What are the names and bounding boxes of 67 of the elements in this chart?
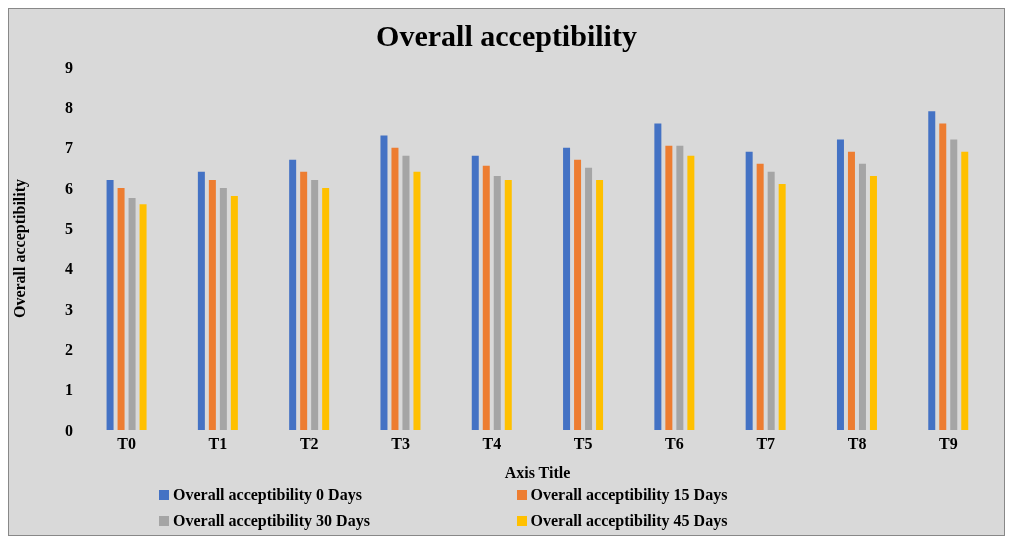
bar [665,145,673,430]
bar [311,179,319,430]
bar [585,167,593,430]
bar [230,196,238,430]
x-tick-label: T9 [939,435,958,453]
y-tick-label: 0 [65,421,73,439]
x-tick-label: T6 [665,435,684,453]
x-tick-label: T4 [482,435,502,453]
y-tick-label: 1 [65,381,73,399]
legend-label: Overall acceptibility 15 Days [530,486,728,504]
x-tick-label: T8 [847,435,867,453]
bar [380,135,388,430]
bar [778,183,786,430]
bar [836,139,844,430]
bar [847,151,855,430]
bar [402,155,410,430]
bar [745,151,753,430]
x-tick-label: T2 [299,435,319,453]
bar [687,155,695,430]
bar [504,179,512,430]
legend-label: Overall acceptibility 45 Days [530,512,728,530]
bar [197,171,205,430]
y-tick-label: 8 [65,99,73,117]
y-tick-label: 5 [65,220,73,238]
y-tick-label: 6 [65,179,73,197]
bar [574,159,582,430]
bar [767,171,775,430]
bar [756,163,764,430]
bar [300,171,308,430]
x-tick-label: T0 [117,435,136,453]
bar [676,145,684,430]
x-axis-title: Axis Title [504,464,571,481]
y-axis-title: Overall acceptibility [10,178,29,319]
bar [950,139,958,430]
y-tick-label: 3 [65,300,73,318]
legend-label: Overall acceptibility 30 Days [173,512,370,530]
bar [219,188,227,430]
bar [139,204,147,430]
bar [391,147,399,430]
bar [117,188,125,430]
x-tick-label: T3 [391,435,410,453]
x-tick-label: T5 [573,435,593,453]
bar [471,155,479,430]
bar [128,198,136,430]
bar [106,179,114,430]
legend-label: Overall acceptibility 0 Days [173,486,362,504]
bar [208,179,216,430]
y-tick-label: 2 [65,341,73,359]
bar [563,147,571,430]
bar [596,179,604,430]
bar [413,171,421,430]
bar [869,175,877,430]
chart-title: Overall acceptibility [375,18,638,54]
bar [482,165,490,430]
x-tick-label: T7 [756,435,776,453]
bar [939,123,947,430]
y-tick-label: 7 [65,139,73,157]
bar [322,188,330,430]
bar [961,151,969,430]
bar [289,159,297,430]
x-tick-label: T1 [208,435,228,453]
bar [928,111,936,430]
bar [858,163,866,430]
bar [493,175,501,430]
y-tick-label: 9 [65,58,73,76]
y-tick-label: 4 [65,260,73,278]
bar [654,123,662,430]
